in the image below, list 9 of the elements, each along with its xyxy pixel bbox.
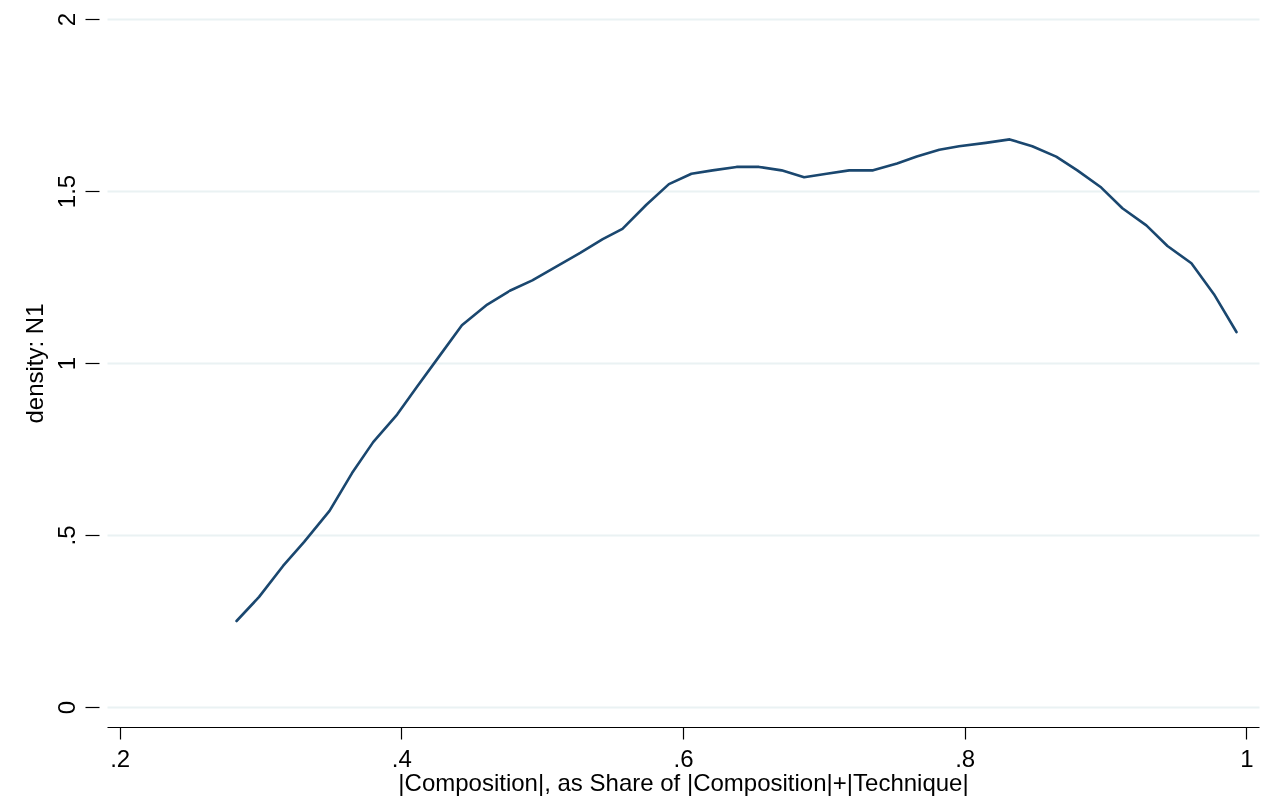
y-tick-label: .5: [52, 525, 80, 546]
y-tick-label: 2: [52, 12, 80, 27]
line-series: [235, 138, 1238, 623]
y-tick-label: 0: [52, 700, 80, 715]
y-tick-label: 1: [52, 356, 80, 371]
x-tick-label: 1: [1240, 744, 1254, 772]
y-axis-title: density: N1: [20, 303, 48, 424]
y-tick-label: 1.5: [52, 174, 80, 209]
x-tick-label: .2: [110, 744, 131, 772]
